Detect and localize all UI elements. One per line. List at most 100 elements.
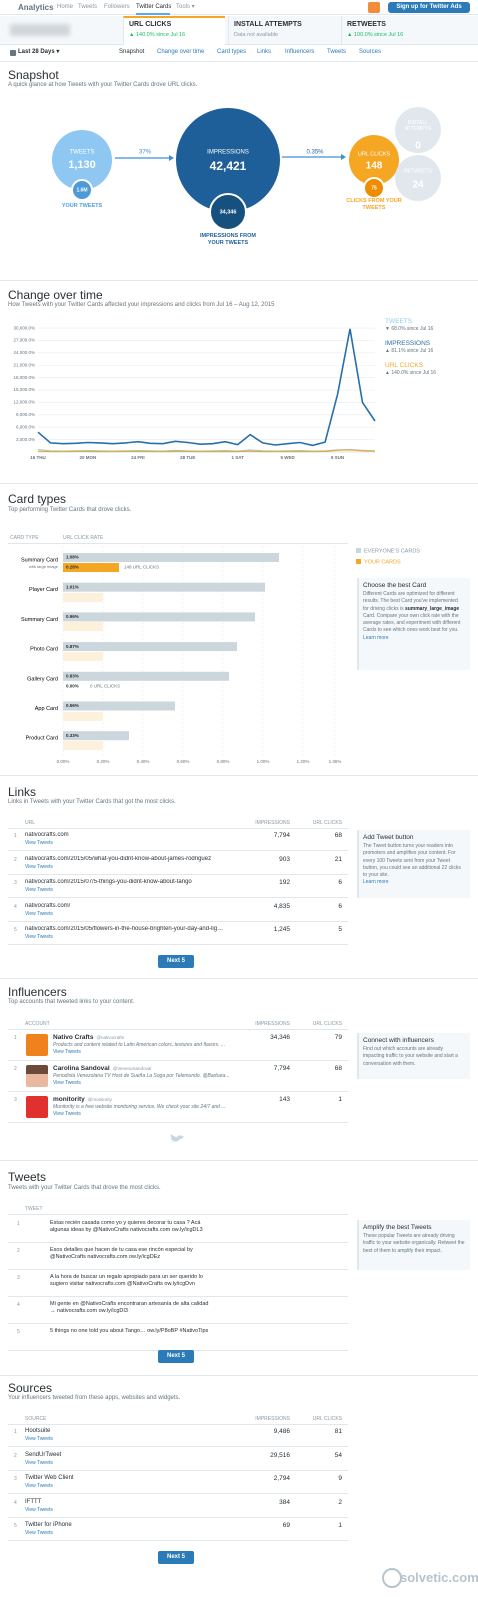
legend-name: URL CLICKS [385, 362, 424, 369]
account-name[interactable]: Nativo Crafts @nativocrafts [53, 1034, 124, 1042]
row-number: 3 [14, 1476, 17, 1482]
section-title: Links [8, 785, 37, 799]
x-tick-label: 0.00% [57, 759, 70, 764]
view-tweets-link[interactable]: View Tweets [25, 1459, 53, 1466]
tip-box [357, 830, 470, 898]
tip-text: The Tweet button turns your readers into… [363, 843, 465, 887]
metric-tab[interactable] [228, 16, 338, 45]
next-button[interactable]: Next 5 [158, 955, 194, 968]
next-button[interactable]: Next 5 [158, 1350, 194, 1363]
view-tweets-link[interactable]: View Tweets [53, 1049, 81, 1055]
category-label: Summary Card [21, 617, 58, 623]
tip-link[interactable]: Learn more [363, 634, 389, 641]
tip-text-part: These popular Tweets are already driving… [363, 1233, 465, 1254]
view-tweets-link[interactable]: View Tweets [25, 840, 53, 846]
subnav-link[interactable]: Sources [359, 49, 382, 55]
row-number: 5 [14, 927, 17, 933]
bubble-caption: YOUR TWEETS [61, 203, 103, 209]
bubble-text: 0 [415, 141, 421, 152]
subnav-link[interactable]: Links [257, 49, 272, 55]
nav-link[interactable]: Followers [104, 4, 130, 10]
url-cell[interactable]: nativocrafts.com/2015/05/what-you-didnt-… [25, 855, 212, 862]
bubble-text: 1.6M [76, 187, 87, 193]
x-tick-label: 0.20% [97, 759, 110, 764]
bubble [363, 177, 385, 199]
divider [0, 1375, 478, 1376]
account-name[interactable]: monitority @monitority [53, 1096, 112, 1104]
view-tweets-link[interactable]: View Tweets [25, 934, 53, 940]
source-name: IFTTT [25, 1498, 42, 1505]
account-display-name: Nativo Crafts [53, 1034, 94, 1041]
metric-tab[interactable] [123, 16, 225, 45]
nav-link[interactable]: Twitter Cards [136, 4, 172, 10]
clicks-cell: 21 [334, 855, 342, 863]
nav-link[interactable]: Tweets [78, 4, 98, 10]
legend-swatch [356, 548, 361, 553]
clicks-cell: 68 [334, 1065, 342, 1072]
account-name[interactable]: Carolina Sandoval @VenenoSandoval [53, 1065, 151, 1073]
legend-change: ▲ 140.0% since Jul 16 [385, 370, 437, 376]
view-tweets-link[interactable]: View Tweets [25, 1506, 53, 1513]
view-tweets-link[interactable]: View Tweets [25, 910, 53, 917]
clicks-cell: 81 [334, 1428, 342, 1435]
tip-link[interactable]: Learn more [363, 879, 389, 886]
row-number: 4 [14, 903, 17, 910]
tip-box [357, 578, 470, 670]
row-rule [8, 1516, 348, 1518]
bar [63, 731, 129, 741]
header-rule [8, 1424, 348, 1425]
row-number: 2 [14, 1452, 17, 1459]
ads-button[interactable]: Sign up for Twitter Ads [388, 2, 470, 13]
section-title: Snapshot [8, 68, 59, 82]
row-rule [8, 944, 348, 945]
next-button[interactable]: Next 5 [158, 1551, 194, 1564]
row-number: 1 [17, 1221, 20, 1227]
value-label: 0.33% [66, 733, 79, 738]
row-rule [8, 920, 348, 922]
subnav-link[interactable]: Snapshot [119, 49, 145, 55]
watermark-logo [382, 1568, 402, 1588]
metric-tab[interactable] [341, 16, 471, 45]
url-cell[interactable]: nativocrafts.com/2015/07/5-things-you-di… [25, 879, 192, 885]
legend-name: TWEETS [385, 318, 413, 325]
subnav-link[interactable]: Change over time [157, 49, 205, 55]
value-label: 0.00% [66, 683, 79, 688]
nav-link[interactable]: Home [57, 4, 74, 10]
category-label: App Card [35, 706, 58, 712]
url-cell[interactable]: nativocrafts.com [25, 832, 69, 838]
view-tweets-link[interactable]: View Tweets [53, 1111, 81, 1117]
clicks-cell: 68 [334, 832, 342, 839]
x-tick-label: 1.00% [257, 759, 270, 764]
url-cell[interactable]: nativocrafts.com/2015/05/flowers-in-the-… [25, 926, 225, 932]
bubble-text: 0.35% [306, 150, 324, 156]
row-rule [8, 873, 348, 875]
view-tweets-link[interactable]: View Tweets [25, 863, 53, 870]
view-tweets-link[interactable]: View Tweets [53, 1080, 81, 1086]
impressions-cell: 2,794 [273, 1475, 290, 1482]
date-range[interactable]: Last 28 Days ▾ [18, 49, 60, 55]
y-tick-label: 9,000.0% [16, 412, 35, 417]
source-name: SendUrTweet [25, 1451, 62, 1458]
subnav-link[interactable]: Tweets [327, 49, 347, 55]
tab-note: ▲ 100.0% since Jul 16 [347, 32, 404, 38]
y-tick-label: 18,000.0% [13, 375, 35, 380]
nav-link[interactable]: Tools ▾ [176, 4, 195, 10]
view-tweets-link[interactable]: View Tweets [25, 1483, 53, 1489]
account-handle: @VenenoSandoval [112, 1066, 152, 1071]
bubble [52, 130, 112, 190]
subnav-link[interactable]: Card types [217, 49, 247, 55]
view-tweets-link[interactable]: View Tweets [25, 887, 53, 893]
divider [0, 978, 478, 979]
row-number: 4 [17, 1302, 20, 1308]
bubble [395, 155, 441, 201]
view-tweets-link[interactable]: View Tweets [25, 1436, 53, 1442]
url-cell[interactable]: nativocrafts.com/ [25, 902, 71, 909]
tip-title: Add Tweet button [363, 834, 414, 841]
view-tweets-link[interactable]: View Tweets [25, 1530, 53, 1536]
row-rule [8, 1091, 348, 1092]
row-rule [8, 850, 348, 851]
series-line [37, 449, 376, 453]
category-label: Summary Card [21, 557, 58, 563]
subnav-link[interactable]: Influencers [285, 49, 315, 55]
bar [63, 671, 229, 681]
